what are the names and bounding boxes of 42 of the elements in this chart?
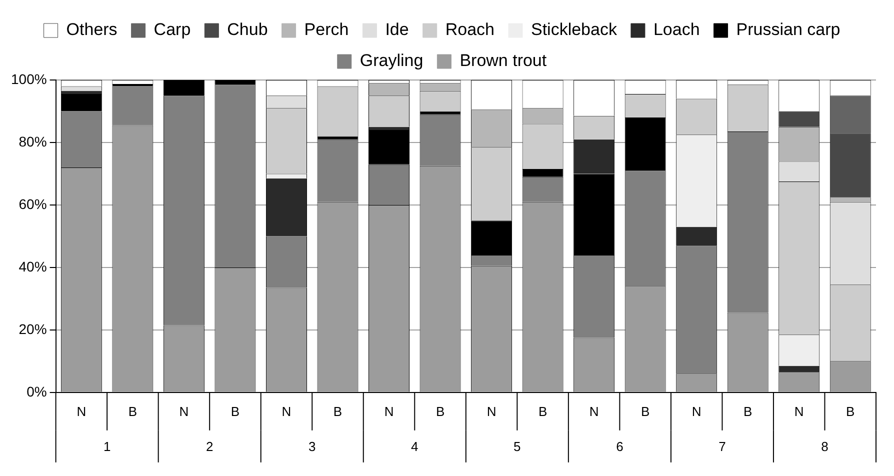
legend-label: Others — [66, 20, 118, 40]
legend-label: Ide — [385, 20, 409, 40]
y-tick-label: 80% — [18, 133, 47, 150]
x-tick-label: B — [230, 404, 240, 419]
x-tick-label: B — [744, 404, 752, 419]
y-tick-label: 40% — [18, 258, 47, 274]
x-tick-label: N — [76, 404, 86, 419]
legend-label: Carp — [154, 20, 191, 40]
legend-label: Roach — [445, 20, 494, 40]
legend-label: Prussian carp — [736, 20, 840, 40]
legend-label: Stickleback — [530, 20, 618, 40]
text: 6 — [616, 438, 624, 454]
text: 1 — [103, 438, 111, 454]
x-tick-label: B — [436, 404, 445, 419]
y-tick-label: 60% — [18, 196, 47, 212]
x-tick-label: N — [589, 404, 599, 419]
text: 5 — [514, 438, 521, 454]
legend-label: Chub — [227, 20, 268, 40]
x-tick-label: N — [486, 404, 496, 419]
x-tick-label: B — [846, 404, 855, 419]
text: 4 — [411, 438, 418, 454]
x-tick-label: N — [179, 404, 189, 419]
x-tick-label: N — [384, 404, 394, 419]
text: 3 — [308, 438, 316, 454]
y-tick-label: 100% — [10, 70, 47, 87]
y-tick-label: 20% — [18, 320, 47, 337]
y-tick-label: 0% — [26, 383, 47, 400]
x-tick-label: N — [794, 404, 804, 419]
text: 8 — [821, 438, 828, 454]
legend-label: Loach — [653, 20, 700, 40]
bar — [317, 136, 358, 140]
x-tick-label: B — [333, 404, 342, 419]
legend-label: Grayling — [360, 51, 424, 70]
x-tick-label: B — [640, 404, 650, 419]
x-tick-label: N — [692, 404, 702, 419]
x-tick-label: B — [128, 404, 138, 419]
text: 7 — [718, 438, 726, 454]
x-tick-label: B — [538, 404, 548, 419]
legend-label: Brown trout — [460, 51, 547, 70]
text: 2 — [206, 438, 214, 454]
x-tick-label: N — [282, 404, 292, 419]
legend-label: Perch — [304, 20, 349, 40]
